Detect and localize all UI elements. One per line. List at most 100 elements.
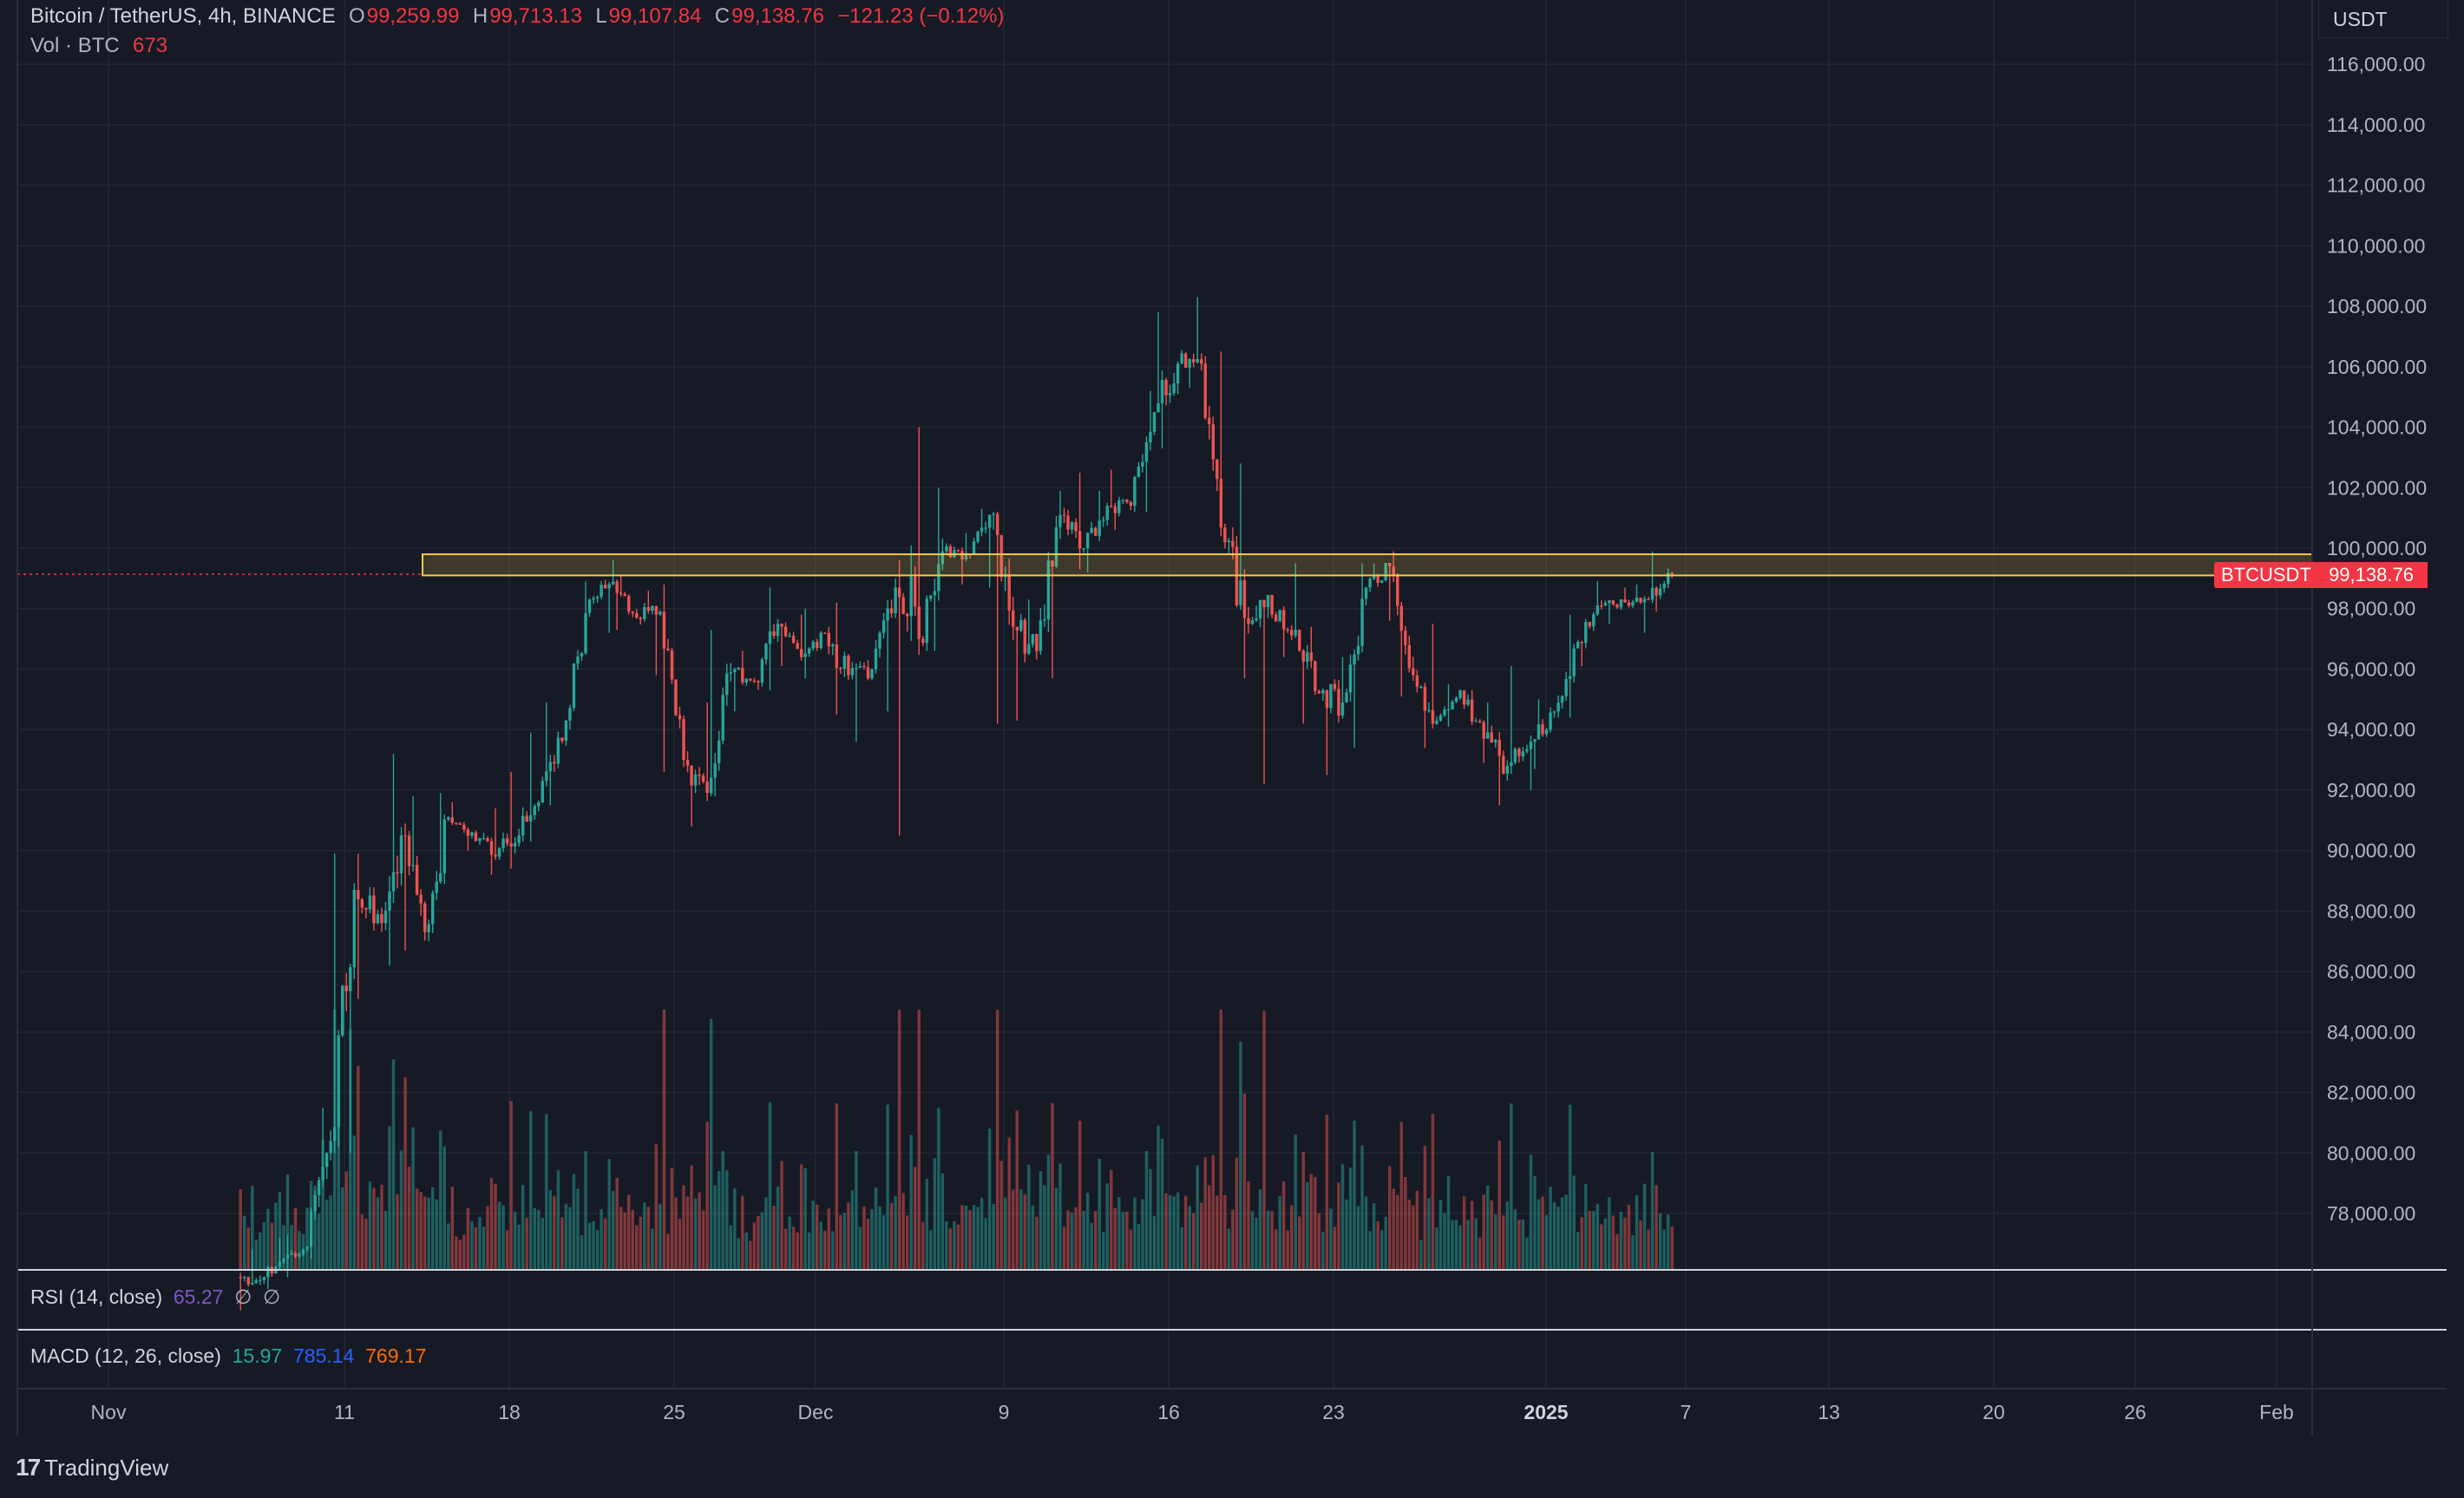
price-tick-label: 116,000.00 bbox=[2327, 53, 2425, 75]
candle-body bbox=[768, 631, 772, 644]
volume-bar bbox=[486, 1206, 489, 1270]
volume-bar bbox=[1227, 1228, 1231, 1270]
candle-body bbox=[376, 913, 380, 924]
candle-body bbox=[1482, 722, 1485, 739]
candle-body bbox=[772, 631, 776, 637]
volume-bar bbox=[866, 1219, 870, 1270]
volume-bar bbox=[929, 1230, 933, 1270]
volume-bar bbox=[749, 1240, 752, 1270]
volume-bar bbox=[1144, 1151, 1149, 1270]
candle-body bbox=[1133, 477, 1137, 507]
candle-body bbox=[309, 1211, 313, 1247]
candle-body bbox=[313, 1195, 317, 1212]
candle-body bbox=[682, 719, 685, 761]
volume-bar bbox=[682, 1185, 685, 1270]
volume-bar bbox=[282, 1225, 285, 1270]
volume-bar bbox=[701, 1210, 705, 1270]
volume-bar bbox=[1223, 1194, 1227, 1270]
symbol-title[interactable]: Bitcoin / TetherUS, 4h, BINANCE bbox=[30, 4, 336, 28]
volume-bar bbox=[823, 1230, 827, 1270]
volume-bar bbox=[905, 1215, 909, 1270]
candle-body bbox=[254, 1280, 259, 1284]
candle-body bbox=[1608, 600, 1611, 604]
candle-body bbox=[1117, 500, 1121, 514]
volume-bar bbox=[1517, 1220, 1521, 1270]
candle-body bbox=[1164, 379, 1168, 396]
macd-legend[interactable]: MACD (12, 26, close) 15.97 785.14 769.17 bbox=[30, 1344, 426, 1368]
volume-bar bbox=[1533, 1175, 1537, 1270]
time-tick-label: 13 bbox=[1818, 1401, 1840, 1423]
candle-body bbox=[1537, 723, 1541, 740]
volume-bar bbox=[654, 1144, 659, 1270]
candle-body bbox=[1219, 479, 1223, 528]
candle-body bbox=[1521, 751, 1525, 756]
volume-bar bbox=[1600, 1224, 1603, 1270]
volume-bar bbox=[1058, 1163, 1062, 1270]
price-tick-label: 102,000.00 bbox=[2327, 476, 2427, 499]
candle-body bbox=[341, 985, 344, 1036]
volume-bar bbox=[1376, 1220, 1379, 1270]
candle-body bbox=[1223, 527, 1227, 543]
volume-bar bbox=[1670, 1226, 1674, 1270]
volume-bar bbox=[995, 1010, 999, 1270]
volume-bar bbox=[1544, 1214, 1549, 1270]
candle-body bbox=[842, 655, 847, 669]
volume-bar bbox=[1446, 1176, 1451, 1270]
macd-histogram-value: 15.97 bbox=[232, 1344, 283, 1367]
volume-bar bbox=[1619, 1212, 1623, 1270]
volume-bar bbox=[344, 1171, 348, 1270]
candle-body bbox=[537, 801, 541, 807]
volume-bar bbox=[564, 1203, 568, 1270]
volume-bar bbox=[1360, 1145, 1364, 1270]
tradingview-logo[interactable]: 17 TradingView bbox=[16, 1454, 168, 1482]
candle-body bbox=[243, 1277, 246, 1279]
volume-bar bbox=[909, 1135, 913, 1270]
candle-body bbox=[1281, 610, 1286, 630]
symbol-legend[interactable]: Bitcoin / TetherUS, 4h, BINANCE O99,259.… bbox=[30, 4, 1006, 29]
candle-body bbox=[1611, 600, 1615, 605]
volume-bar bbox=[651, 1228, 654, 1270]
candle-body bbox=[1200, 359, 1203, 364]
volume-bar bbox=[1513, 1209, 1517, 1270]
candle-body bbox=[266, 1266, 270, 1278]
rsi-legend[interactable]: RSI (14, close) 65.27 ∅ ∅ bbox=[30, 1285, 280, 1309]
candle-body bbox=[741, 667, 744, 683]
volume-legend[interactable]: Vol · BTC 673 bbox=[30, 34, 169, 58]
volume-bar bbox=[1454, 1220, 1458, 1270]
candle-body bbox=[603, 585, 607, 589]
candle-body bbox=[651, 605, 654, 612]
macd-signal-value: 769.17 bbox=[365, 1344, 427, 1367]
candle-body bbox=[796, 643, 799, 650]
candle-body bbox=[1572, 648, 1576, 677]
volume-bar bbox=[1054, 1187, 1058, 1270]
volume-bar bbox=[1262, 1011, 1266, 1270]
candle-body bbox=[595, 597, 600, 599]
candle-body bbox=[1600, 605, 1603, 607]
candle-body bbox=[489, 841, 494, 855]
volume-bar bbox=[1502, 1215, 1505, 1270]
volume-bar bbox=[1183, 1195, 1188, 1270]
volume-bar bbox=[423, 1196, 427, 1270]
candle-body bbox=[301, 1249, 305, 1254]
candle-body bbox=[1639, 598, 1642, 603]
volume-bar bbox=[262, 1221, 266, 1270]
candle-body bbox=[1160, 379, 1164, 403]
volume-bar bbox=[1121, 1212, 1125, 1270]
candle-body bbox=[1082, 548, 1085, 550]
volume-bar bbox=[458, 1240, 462, 1270]
candle-body bbox=[1007, 574, 1011, 611]
volume-bar bbox=[298, 1231, 301, 1270]
candle-body bbox=[521, 815, 525, 836]
currency-label[interactable]: USDT bbox=[2318, 0, 2448, 38]
volume-bar bbox=[811, 1200, 815, 1270]
candle-body bbox=[474, 832, 478, 841]
price-tick-label: 78,000.00 bbox=[2327, 1202, 2415, 1225]
volume-bar bbox=[545, 1114, 548, 1270]
volume-bar bbox=[709, 1018, 713, 1270]
candle-body bbox=[1552, 711, 1556, 713]
candle-body bbox=[466, 829, 470, 836]
candle-body bbox=[1183, 353, 1188, 368]
tradingview-logo-text: TradingView bbox=[44, 1454, 169, 1481]
